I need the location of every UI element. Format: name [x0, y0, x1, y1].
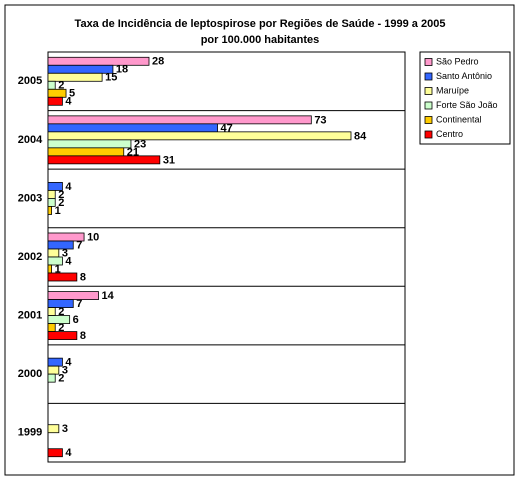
legend-swatch	[424, 72, 433, 81]
data-label: 21	[127, 146, 139, 158]
legend-label: Centro	[436, 129, 463, 139]
bar	[47, 424, 60, 434]
y-tick-label: 2002	[18, 251, 42, 263]
legend-label: Continental	[436, 114, 482, 124]
bar	[47, 147, 125, 157]
y-tick-label: 2000	[18, 368, 42, 380]
data-label: 1	[55, 263, 61, 275]
data-label: 18	[116, 64, 128, 76]
data-label: 6	[73, 314, 79, 326]
bar	[47, 64, 114, 74]
y-tick-label: 1999	[18, 427, 42, 439]
bar	[47, 331, 78, 340]
data-label: 7	[76, 239, 82, 251]
chart-title: por 100.000 habitantes	[201, 34, 320, 46]
data-label: 47	[221, 122, 233, 134]
legend-swatch	[424, 101, 433, 110]
data-label: 5	[69, 88, 75, 100]
y-tick-label: 2005	[18, 75, 42, 87]
bar	[47, 80, 56, 90]
legend-label: Forte São João	[436, 100, 498, 110]
bar	[47, 56, 150, 66]
data-label: 10	[87, 231, 99, 243]
data-label: 2	[58, 306, 64, 318]
legend-label: Santo Antônio	[436, 71, 492, 81]
data-label: 84	[354, 130, 367, 142]
bar	[47, 357, 63, 367]
bar	[47, 88, 67, 98]
chart-title: Taxa de Incidência de leptospirose por R…	[75, 18, 446, 30]
bar	[47, 448, 63, 458]
bar	[47, 240, 74, 250]
bar	[47, 307, 56, 316]
legend-swatch	[424, 58, 433, 66]
y-tick-label: 2001	[18, 309, 42, 321]
data-label: 2	[58, 373, 64, 385]
data-label: 3	[62, 423, 68, 435]
bar	[47, 248, 60, 258]
data-label: 2	[58, 80, 64, 92]
bar	[47, 123, 218, 133]
bar	[47, 323, 56, 332]
bar	[47, 131, 352, 141]
data-label: 3	[62, 365, 68, 377]
data-label: 2	[58, 189, 64, 201]
data-label: 3	[62, 247, 68, 259]
legend-swatch	[424, 116, 433, 124]
bar	[47, 155, 161, 165]
data-label: 4	[65, 357, 72, 369]
y-tick-label: 2004	[18, 134, 43, 146]
bar	[47, 115, 312, 125]
data-label: 28	[152, 56, 164, 68]
data-label: 31	[163, 154, 175, 166]
data-label: 1	[55, 205, 61, 217]
bar	[47, 72, 103, 82]
data-label: 23	[134, 138, 146, 150]
data-label: 4	[65, 96, 72, 108]
bar	[47, 272, 78, 282]
data-label: 8	[80, 330, 86, 342]
legend-label: São Pedro	[436, 56, 479, 66]
bar	[47, 190, 56, 199]
data-label: 8	[80, 271, 86, 283]
bar	[47, 256, 63, 266]
legend	[419, 51, 511, 145]
bar	[47, 139, 132, 149]
data-label: 14	[102, 290, 115, 302]
data-label: 2	[58, 322, 64, 334]
bar	[47, 264, 53, 274]
legend-swatch	[424, 87, 433, 95]
bar	[47, 373, 56, 383]
bar	[47, 206, 53, 215]
legend-swatch	[424, 130, 433, 139]
bar	[47, 365, 60, 375]
y-tick-label: 2003	[18, 192, 42, 204]
bar	[47, 96, 63, 106]
data-label: 15	[105, 72, 117, 84]
data-label: 4	[65, 447, 72, 459]
legend-label: Maruípe	[436, 85, 469, 95]
bar	[47, 299, 74, 308]
data-label: 7	[76, 298, 82, 310]
legend-entries: São Pedro Santo Antônio Maruípe Forte São J…	[424, 56, 498, 139]
data-label: 4	[65, 255, 72, 267]
bar	[47, 315, 71, 324]
data-label: 73	[314, 114, 326, 126]
data-label: 2	[58, 197, 64, 209]
bar	[47, 291, 99, 300]
data-label: 4	[65, 181, 72, 193]
